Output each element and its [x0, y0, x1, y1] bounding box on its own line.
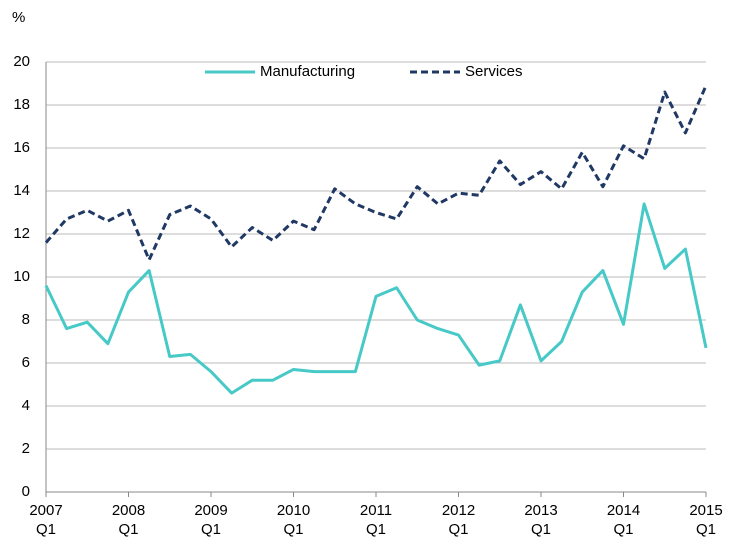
x-tick-label: 2014 Q1 [606, 502, 641, 538]
x-tick-label: 2011 Q1 [359, 502, 393, 538]
y-tick-label: 4 [22, 397, 30, 414]
legend-label: Manufacturing [260, 63, 355, 80]
y-tick-label: 16 [13, 139, 30, 156]
y-tick-label: 10 [13, 268, 30, 285]
x-tick-label: 2010 Q1 [276, 502, 311, 538]
y-tick-label: 0 [22, 483, 30, 500]
y-tick-label: 14 [13, 182, 30, 199]
y-tick-label: 18 [13, 96, 30, 113]
y-tick-label: 2 [22, 440, 30, 457]
x-tick-label: 2015 Q1 [689, 502, 723, 538]
x-tick-label: 2008 Q1 [111, 502, 146, 538]
x-tick-label: 2013 Q1 [524, 502, 558, 538]
legend-label: Services [465, 63, 523, 80]
x-tick-label: 2009 Q1 [194, 502, 228, 538]
y-tick-label: 6 [22, 354, 30, 371]
y-tick-label: 8 [22, 311, 30, 328]
x-tick-label: 2012 Q1 [441, 502, 476, 538]
y-tick-label: 12 [13, 225, 30, 242]
series-line [44, 202, 708, 395]
y-tick-label: 20 [13, 53, 30, 70]
x-tick-label: 2007 Q1 [29, 502, 63, 538]
y-axis-label: % [12, 9, 25, 26]
series-line [44, 85, 708, 262]
